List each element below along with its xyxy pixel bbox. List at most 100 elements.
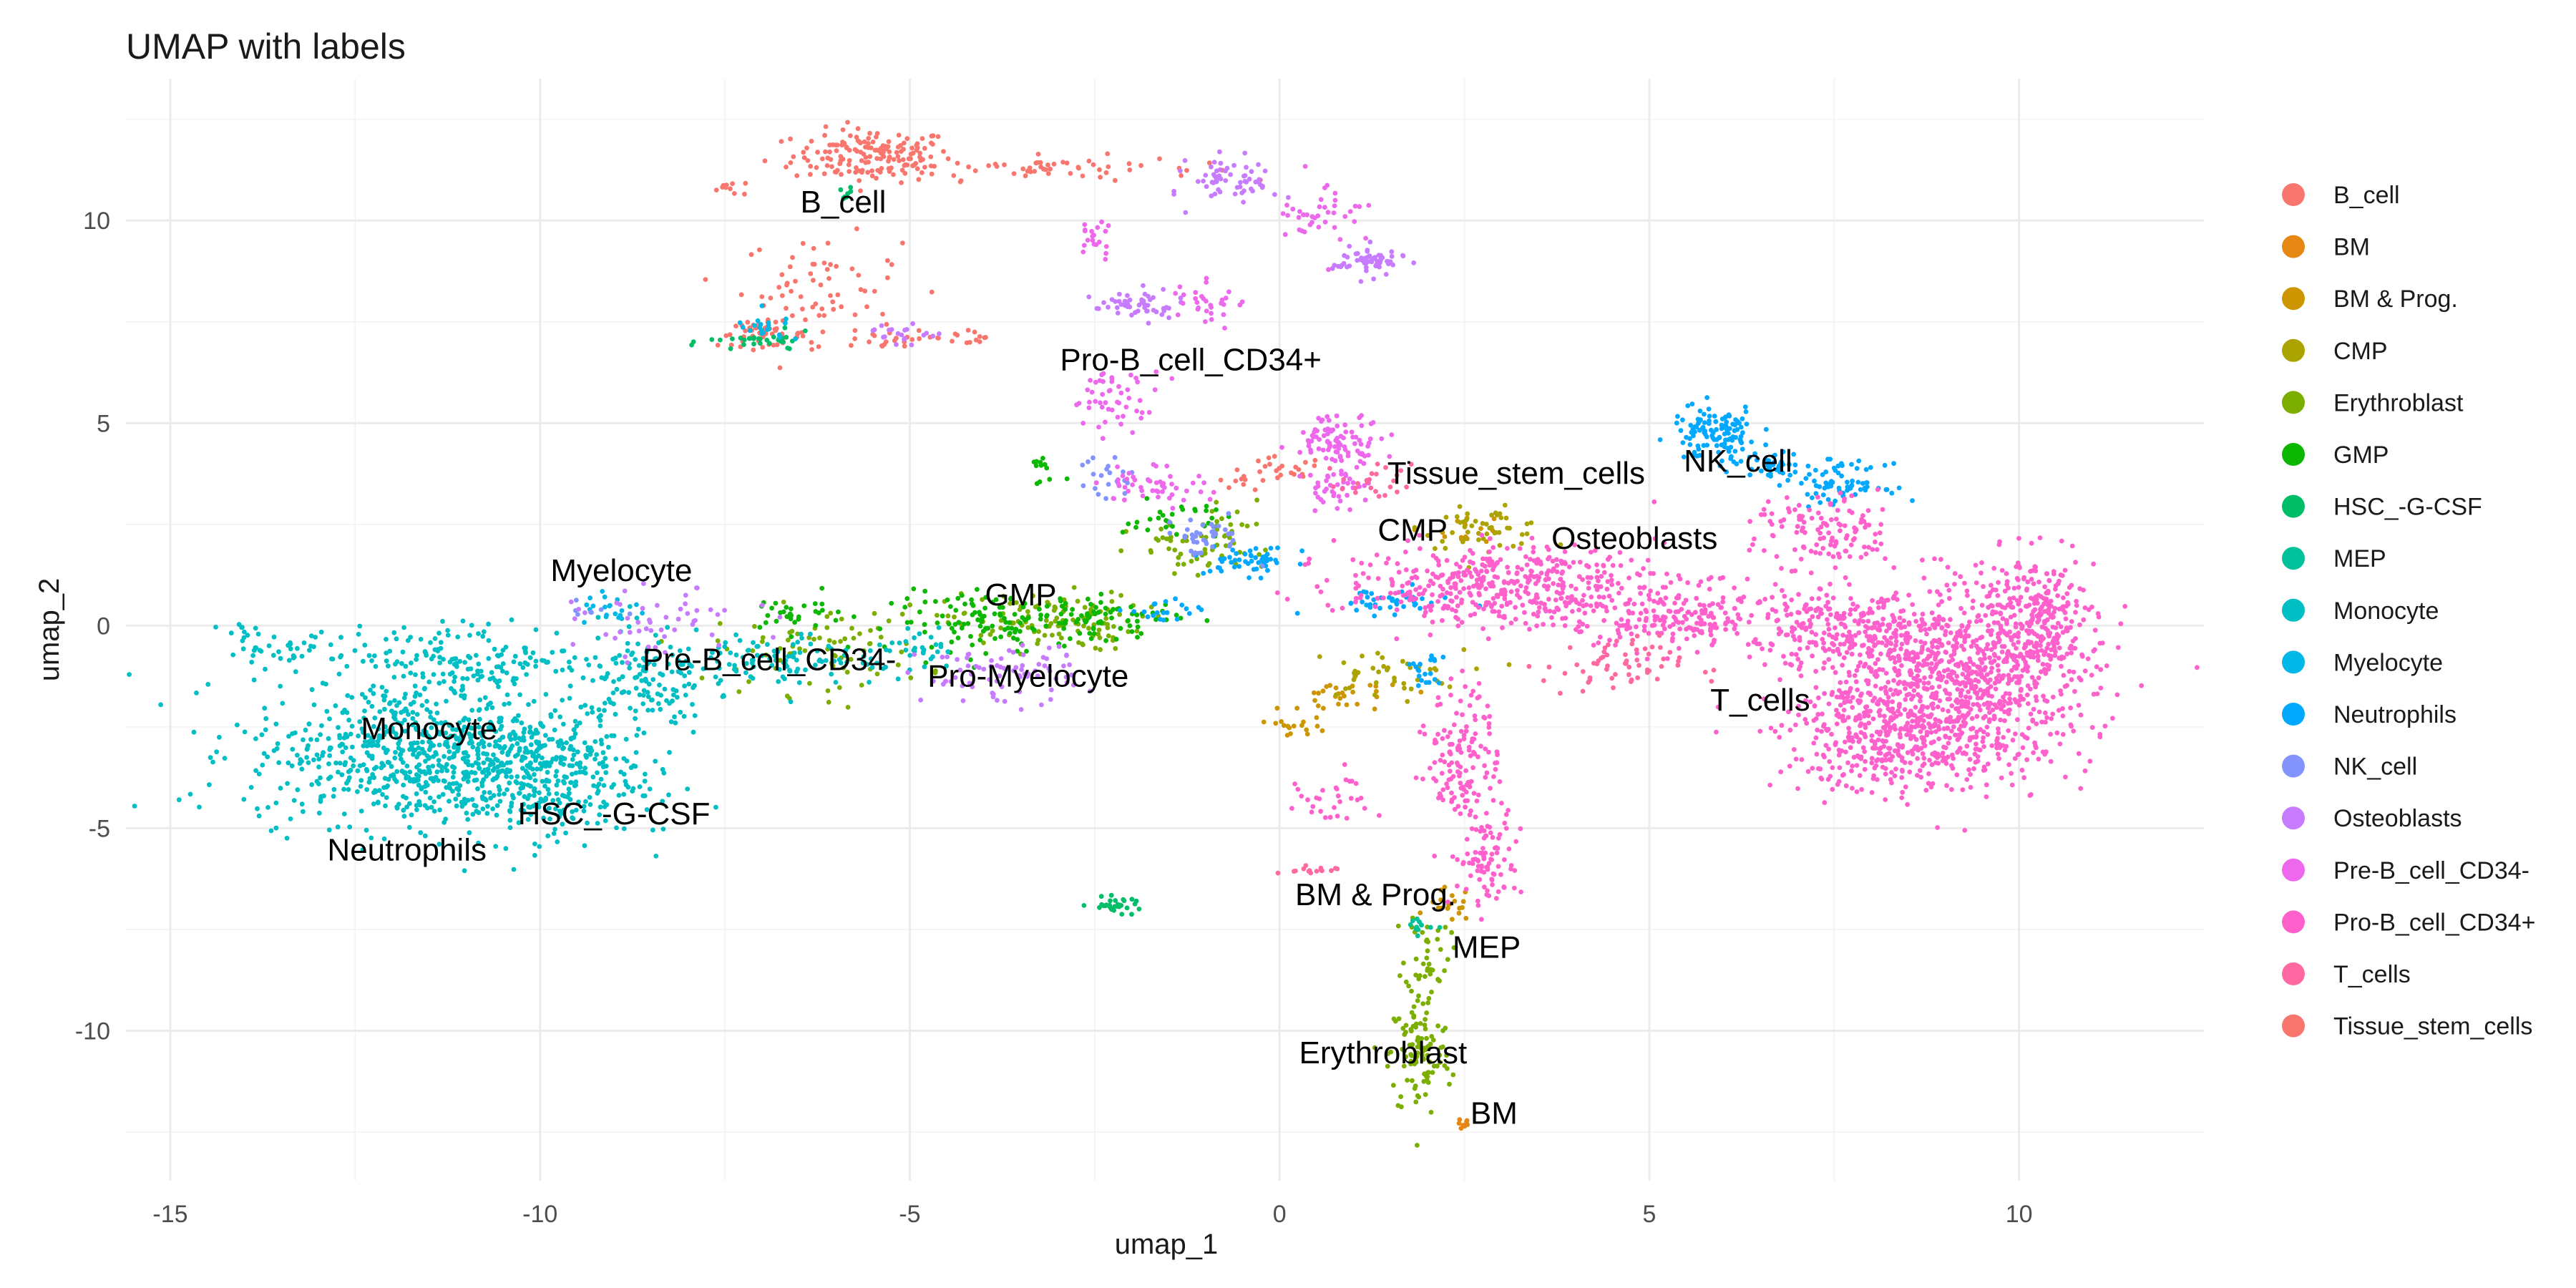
data-point	[384, 688, 389, 694]
data-point	[1108, 388, 1113, 393]
data-point	[586, 662, 592, 668]
data-point	[299, 653, 305, 659]
data-point	[1964, 664, 1970, 670]
data-point	[451, 781, 456, 786]
data-point	[355, 768, 361, 774]
data-point	[1320, 688, 1326, 694]
data-point	[913, 161, 919, 166]
data-point	[1169, 512, 1175, 517]
data-point	[371, 801, 376, 806]
data-point	[1112, 454, 1118, 460]
data-point	[961, 621, 967, 627]
data-point	[1234, 509, 1240, 514]
data-point	[945, 613, 951, 619]
data-point	[678, 670, 683, 675]
data-point	[1088, 378, 1093, 383]
data-point	[1211, 160, 1217, 165]
data-point	[541, 815, 546, 821]
data-point	[771, 334, 776, 340]
data-point	[796, 680, 802, 686]
data-point	[1275, 545, 1280, 550]
data-point	[1363, 235, 1368, 241]
data-point	[1352, 219, 1357, 224]
data-point	[1974, 729, 1980, 735]
data-point	[447, 799, 452, 804]
data-point	[274, 746, 280, 751]
data-point	[651, 662, 657, 668]
data-point	[1280, 211, 1286, 216]
data-point	[1355, 448, 1360, 454]
data-point	[474, 653, 479, 658]
data-point	[507, 817, 513, 823]
data-point	[421, 686, 427, 692]
data-point	[533, 627, 539, 633]
data-point	[1088, 602, 1093, 607]
data-point	[614, 686, 620, 692]
data-point	[1100, 391, 1106, 397]
data-point	[1263, 547, 1268, 552]
data-point	[567, 659, 572, 665]
data-point	[1056, 644, 1062, 649]
data-point	[983, 650, 989, 656]
data-point	[858, 188, 863, 193]
data-point	[1921, 680, 1927, 686]
data-point	[284, 836, 290, 841]
data-point	[1347, 507, 1352, 512]
data-point	[613, 660, 619, 666]
data-point	[1319, 728, 1325, 733]
data-point	[1890, 699, 1896, 705]
data-point	[251, 677, 257, 683]
data-point	[897, 640, 902, 645]
data-point	[1423, 1026, 1428, 1032]
data-point	[1911, 612, 1917, 617]
data-point	[2059, 691, 2064, 697]
data-point	[1320, 499, 1326, 504]
data-point	[979, 616, 985, 622]
data-point	[1093, 605, 1098, 610]
data-point	[1002, 698, 1008, 704]
data-point	[962, 610, 967, 616]
data-point	[2001, 735, 2006, 740]
data-point	[533, 727, 539, 733]
data-point	[429, 725, 434, 731]
data-point	[2036, 675, 2041, 680]
data-point	[848, 133, 853, 139]
data-point	[1322, 205, 1327, 210]
data-point	[653, 758, 658, 764]
data-point	[1113, 636, 1119, 642]
data-point	[1007, 620, 1013, 625]
data-point	[573, 807, 579, 813]
data-point	[1096, 628, 1102, 633]
data-point	[1113, 645, 1118, 651]
data-point	[1120, 473, 1126, 479]
data-point	[1353, 434, 1359, 440]
data-point	[1924, 631, 1929, 637]
data-point	[318, 732, 323, 737]
data-point	[1389, 253, 1395, 259]
data-point	[2094, 664, 2099, 670]
data-point	[1410, 1078, 1415, 1083]
data-point	[1963, 680, 1968, 686]
data-point	[643, 771, 648, 777]
data-point	[1012, 612, 1018, 617]
data-point	[694, 585, 699, 590]
data-point	[1082, 222, 1088, 228]
data-point	[720, 694, 726, 699]
data-point	[647, 659, 653, 665]
data-point	[1203, 539, 1209, 544]
data-point	[459, 730, 464, 735]
data-point	[911, 586, 917, 592]
data-point	[808, 641, 814, 647]
data-point	[878, 150, 884, 156]
data-point	[469, 769, 474, 775]
data-point	[276, 760, 281, 766]
data-point	[998, 634, 1004, 640]
data-point	[1051, 608, 1057, 613]
data-point	[1424, 1078, 1430, 1083]
data-point	[1502, 502, 1508, 508]
data-point	[754, 653, 760, 658]
data-point	[1787, 727, 1793, 733]
data-point	[1274, 706, 1280, 711]
data-point	[949, 639, 955, 645]
data-point	[930, 133, 936, 139]
